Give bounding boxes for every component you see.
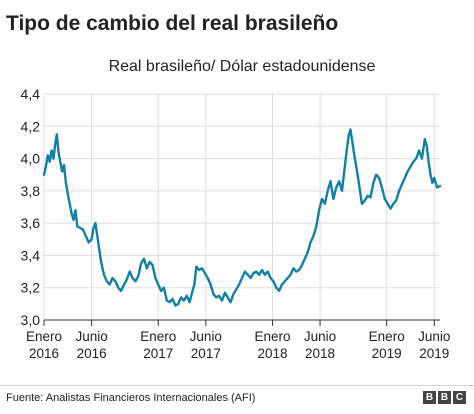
chart-axes — [43, 319, 440, 326]
grid-lines — [43, 93, 440, 320]
x-tick-label: 2019 — [372, 346, 402, 361]
y-tick-label: 3,6 — [21, 215, 41, 231]
y-tick-label: 3,4 — [21, 247, 41, 263]
x-tick-label: Junio — [190, 329, 222, 344]
bbc-logo-block: B — [423, 391, 436, 404]
y-tick-label: 3,2 — [21, 280, 41, 296]
bbc-logo-block: C — [453, 391, 466, 404]
x-tick-label: Junio — [304, 329, 336, 344]
x-tick-label: Enero — [26, 329, 62, 344]
series-layer — [42, 128, 442, 307]
chart-title: Tipo de cambio del real brasileño — [6, 12, 339, 35]
x-tick-label: Enero — [254, 329, 290, 344]
x-tick-label: 2018 — [305, 346, 335, 361]
line-chart: 4,44,24,03,83,63,43,23,0Enero2016Junio20… — [21, 86, 451, 361]
x-tick-label: Enero — [369, 329, 405, 344]
x-tick-label: 2019 — [419, 346, 449, 361]
y-tick-label: 3,8 — [21, 183, 41, 199]
y-tick-label: 4,4 — [21, 86, 41, 102]
x-tick-label: 2016 — [29, 346, 59, 361]
footer-divider — [0, 385, 474, 386]
x-tick-label: 2017 — [143, 346, 173, 361]
bbc-logo: B B C — [423, 391, 466, 404]
x-tick-label: Junio — [418, 329, 450, 344]
x-tick-label: Enero — [140, 329, 176, 344]
x-tick-label: Junio — [75, 329, 107, 344]
bbc-logo-block: B — [438, 391, 451, 404]
y-tick-label: 4,0 — [21, 151, 41, 167]
y-tick-label: 3,0 — [21, 312, 41, 328]
source-note: Fuente: Analistas Financieros Internacio… — [6, 392, 256, 404]
chart-subtitle: Real brasileño/ Dólar estadounidense — [108, 58, 376, 75]
y-tick-label: 4,2 — [21, 118, 41, 134]
x-tick-label: 2017 — [191, 346, 221, 361]
x-tick-label: 2018 — [257, 346, 287, 361]
series-line — [42, 128, 442, 307]
tick-labels: 4,44,24,03,83,63,43,23,0Enero2016Junio20… — [21, 86, 451, 361]
x-tick-label: 2016 — [77, 346, 107, 361]
